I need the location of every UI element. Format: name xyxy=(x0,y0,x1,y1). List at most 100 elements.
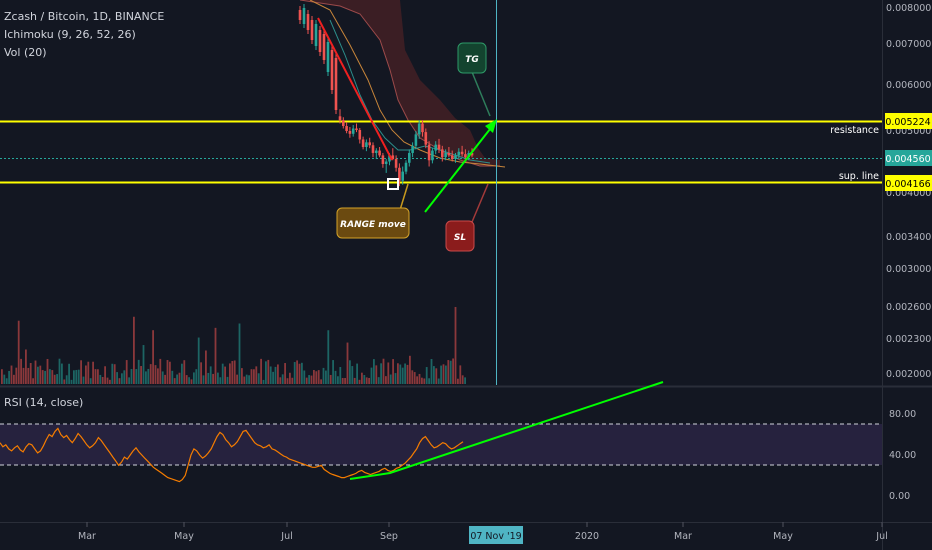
volume-bar xyxy=(236,374,238,384)
candle-body[interactable] xyxy=(391,155,395,160)
candle-body[interactable] xyxy=(375,150,378,153)
candle-body[interactable] xyxy=(381,155,385,165)
volume-bar xyxy=(5,378,8,384)
candle-body[interactable] xyxy=(408,152,411,163)
volume-bar xyxy=(1,369,3,384)
range-callout[interactable] xyxy=(336,207,410,239)
volume-bar xyxy=(68,363,70,384)
candle-body[interactable] xyxy=(334,58,338,110)
volume-bar xyxy=(447,360,450,384)
candle-body[interactable] xyxy=(411,145,414,153)
tg-callout[interactable] xyxy=(457,42,487,74)
volume-bar xyxy=(39,365,42,384)
candle-body[interactable] xyxy=(384,161,388,165)
candle-body[interactable] xyxy=(298,10,302,20)
volume-bar xyxy=(63,379,66,384)
candle-body[interactable] xyxy=(358,129,362,140)
candle-body[interactable] xyxy=(457,151,461,156)
volume-bar xyxy=(430,359,433,384)
volume-bar xyxy=(169,361,171,384)
candle-body[interactable] xyxy=(365,142,368,148)
volume-bar xyxy=(365,377,368,384)
rsi-legend[interactable]: RSI (14, close) xyxy=(4,396,84,409)
volume-legend[interactable]: Vol (20) xyxy=(4,46,47,59)
target-arrow[interactable] xyxy=(424,123,495,213)
candle-body[interactable] xyxy=(351,128,355,134)
candle-body[interactable] xyxy=(345,126,348,131)
volume-bar xyxy=(221,363,224,384)
candle-body[interactable] xyxy=(302,8,306,24)
candle-body[interactable] xyxy=(394,159,398,168)
ichimoku-legend[interactable]: Ichimoku (9, 26, 52, 26) xyxy=(4,28,136,41)
volume-bar xyxy=(255,366,258,384)
candle-body[interactable] xyxy=(314,24,318,46)
rsi-trend-line[interactable] xyxy=(349,381,664,480)
volume-bar xyxy=(418,373,421,384)
rsi-tick-label: 40.00 xyxy=(889,450,916,461)
volume-bar xyxy=(166,360,169,384)
tg-label: TG xyxy=(465,55,479,65)
volume-bar xyxy=(305,377,308,384)
candle-body[interactable] xyxy=(371,145,375,153)
candle-body[interactable] xyxy=(318,30,322,52)
candle-body[interactable] xyxy=(361,139,365,148)
candle-body[interactable] xyxy=(368,142,371,146)
volume-bar xyxy=(109,379,111,384)
candle-body[interactable] xyxy=(464,154,467,158)
candle-body[interactable] xyxy=(342,120,345,127)
candle-body[interactable] xyxy=(417,123,421,135)
volume-bar xyxy=(34,360,37,384)
candle-body[interactable] xyxy=(434,144,437,151)
candle-body[interactable] xyxy=(444,152,447,158)
candle-body[interactable] xyxy=(450,155,454,160)
sl-callout[interactable] xyxy=(445,220,475,252)
volume-bar xyxy=(181,363,183,384)
volume-bar xyxy=(416,376,418,384)
volume-bar xyxy=(140,366,142,384)
candlesticks[interactable] xyxy=(298,4,474,187)
candle-body[interactable] xyxy=(338,116,342,121)
rsi-series xyxy=(0,427,464,483)
price-axis[interactable]: 0.008000 0.007000 0.006000 0.005000 0.004000… xyxy=(886,3,931,380)
candle-body[interactable] xyxy=(322,34,326,60)
price-tick-label: 0.003000 xyxy=(886,264,931,275)
candle-body[interactable] xyxy=(404,162,408,172)
candle-body[interactable] xyxy=(401,171,404,181)
candle-body[interactable] xyxy=(306,14,310,30)
volume-bar xyxy=(317,370,320,384)
candle-body[interactable] xyxy=(348,131,352,134)
time-axis[interactable]: Mar May Jul Sep 2020 Mar May Jul xyxy=(78,522,888,542)
candle-body[interactable] xyxy=(330,50,334,90)
candle-body[interactable] xyxy=(441,149,444,158)
candle-body[interactable] xyxy=(421,123,424,133)
symbol-title[interactable]: Zcash / Bitcoin, 1D, BINANCE xyxy=(4,10,165,23)
crosshair-date: 07 Nov '19 xyxy=(470,531,521,542)
downtrend-line[interactable] xyxy=(317,17,393,161)
candle-body[interactable] xyxy=(378,150,381,156)
rsi-axis[interactable]: 80.00 40.00 0.00 xyxy=(889,409,916,502)
candle-body[interactable] xyxy=(424,132,428,145)
volume-bar xyxy=(423,378,426,384)
candle-body[interactable] xyxy=(454,155,457,160)
candle-body[interactable] xyxy=(414,134,418,146)
candle-body[interactable] xyxy=(431,150,434,161)
volume-bar xyxy=(452,358,454,384)
candle-body[interactable] xyxy=(447,152,451,156)
candle-body[interactable] xyxy=(398,167,401,181)
candle-body[interactable] xyxy=(427,144,431,161)
candle-body[interactable] xyxy=(310,20,314,40)
candle-body[interactable] xyxy=(326,42,330,72)
candle-body[interactable] xyxy=(388,155,391,162)
volume-bar xyxy=(327,330,330,384)
volume-bar xyxy=(152,330,154,384)
candle-body[interactable] xyxy=(460,151,464,155)
candle-body[interactable] xyxy=(470,152,474,156)
volume-bar xyxy=(219,377,222,384)
volume-bar xyxy=(149,364,152,384)
candle-body[interactable] xyxy=(437,144,441,150)
volume-bar xyxy=(101,376,104,384)
volume-bar xyxy=(262,379,265,384)
volume-bar xyxy=(392,359,394,384)
candle-body[interactable] xyxy=(355,128,358,130)
